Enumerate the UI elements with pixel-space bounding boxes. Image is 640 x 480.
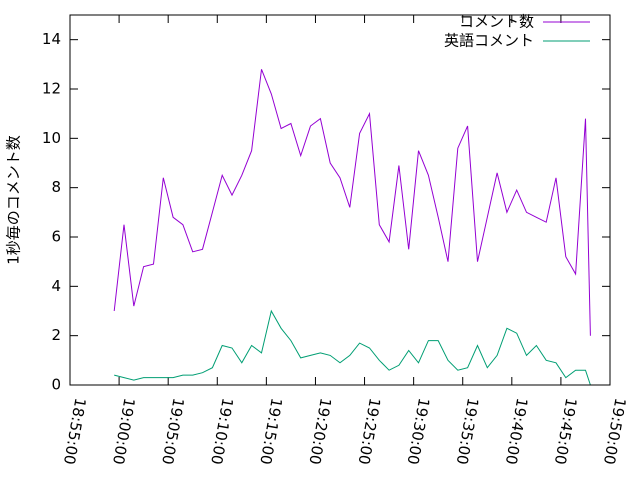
legend-label: 英語コメント	[444, 32, 534, 50]
x-tick-label: 19:10:00	[207, 397, 236, 466]
y-tick-label: 8	[51, 178, 61, 196]
x-tick-label: 19:00:00	[109, 397, 138, 466]
y-tick-label: 0	[51, 376, 61, 394]
x-tick-label: 19:05:00	[158, 397, 187, 466]
plot-border	[69, 14, 611, 386]
legend-label: コメント数	[459, 13, 534, 31]
y-axis-label: 1秒毎のコメント数	[5, 135, 23, 265]
x-tick-label: 19:25:00	[354, 397, 383, 466]
y-tick-label: 10	[42, 129, 61, 147]
y-tick-label: 2	[51, 326, 61, 344]
y-tick-label: 12	[42, 80, 61, 98]
x-tick-label: 18:55:00	[60, 397, 89, 466]
y-tick-label: 6	[51, 228, 61, 246]
y-tick-label: 14	[42, 30, 61, 48]
x-tick-label: 19:15:00	[256, 397, 285, 466]
series-line	[113, 69, 591, 336]
x-tick-label: 19:35:00	[453, 397, 482, 466]
x-tick-label: 19:45:00	[551, 397, 580, 466]
x-tick-label: 19:30:00	[404, 397, 433, 466]
x-tick-label: 19:50:00	[600, 397, 629, 466]
y-tick-label: 4	[51, 277, 61, 295]
series-line	[114, 309, 591, 386]
x-tick-label: 19:20:00	[305, 397, 334, 466]
x-tick-label: 19:40:00	[502, 397, 531, 466]
